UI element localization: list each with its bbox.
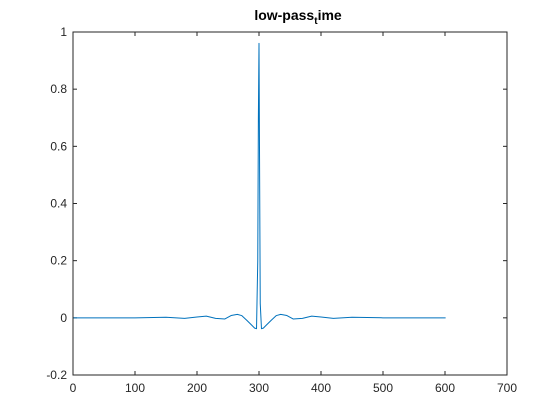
axis-ticks: 0 100 200 300 400 500 600 700-0.200.20.40.60.81 bbox=[46, 25, 517, 395]
title-main: low-pass bbox=[254, 7, 314, 23]
y-tick-label: 0.8 bbox=[50, 82, 67, 96]
y-tick-label: 0.6 bbox=[50, 139, 67, 153]
chart-title: low-passtime bbox=[254, 7, 342, 27]
x-tick-label: 300 bbox=[249, 381, 269, 395]
y-tick-label: 0 bbox=[60, 311, 67, 325]
x-tick-label: 400 bbox=[311, 381, 331, 395]
y-tick-label: -0.2 bbox=[46, 368, 67, 382]
x-tick-label: 700 bbox=[497, 381, 517, 395]
y-tick-label: 0.4 bbox=[50, 197, 67, 211]
series-layer bbox=[73, 42, 446, 330]
series-line bbox=[73, 42, 446, 330]
y-tick-label: 0.2 bbox=[50, 254, 67, 268]
axes-box bbox=[72, 31, 508, 376]
x-tick-label: 0 bbox=[70, 381, 77, 395]
y-tick-label: 1 bbox=[60, 25, 67, 39]
x-tick-label: 100 bbox=[125, 381, 145, 395]
x-tick-label: 200 bbox=[187, 381, 207, 395]
title-rest: ime bbox=[318, 7, 342, 23]
x-tick-label: 500 bbox=[373, 381, 393, 395]
title-subscript: t bbox=[314, 16, 318, 27]
x-tick-label: 600 bbox=[435, 381, 455, 395]
